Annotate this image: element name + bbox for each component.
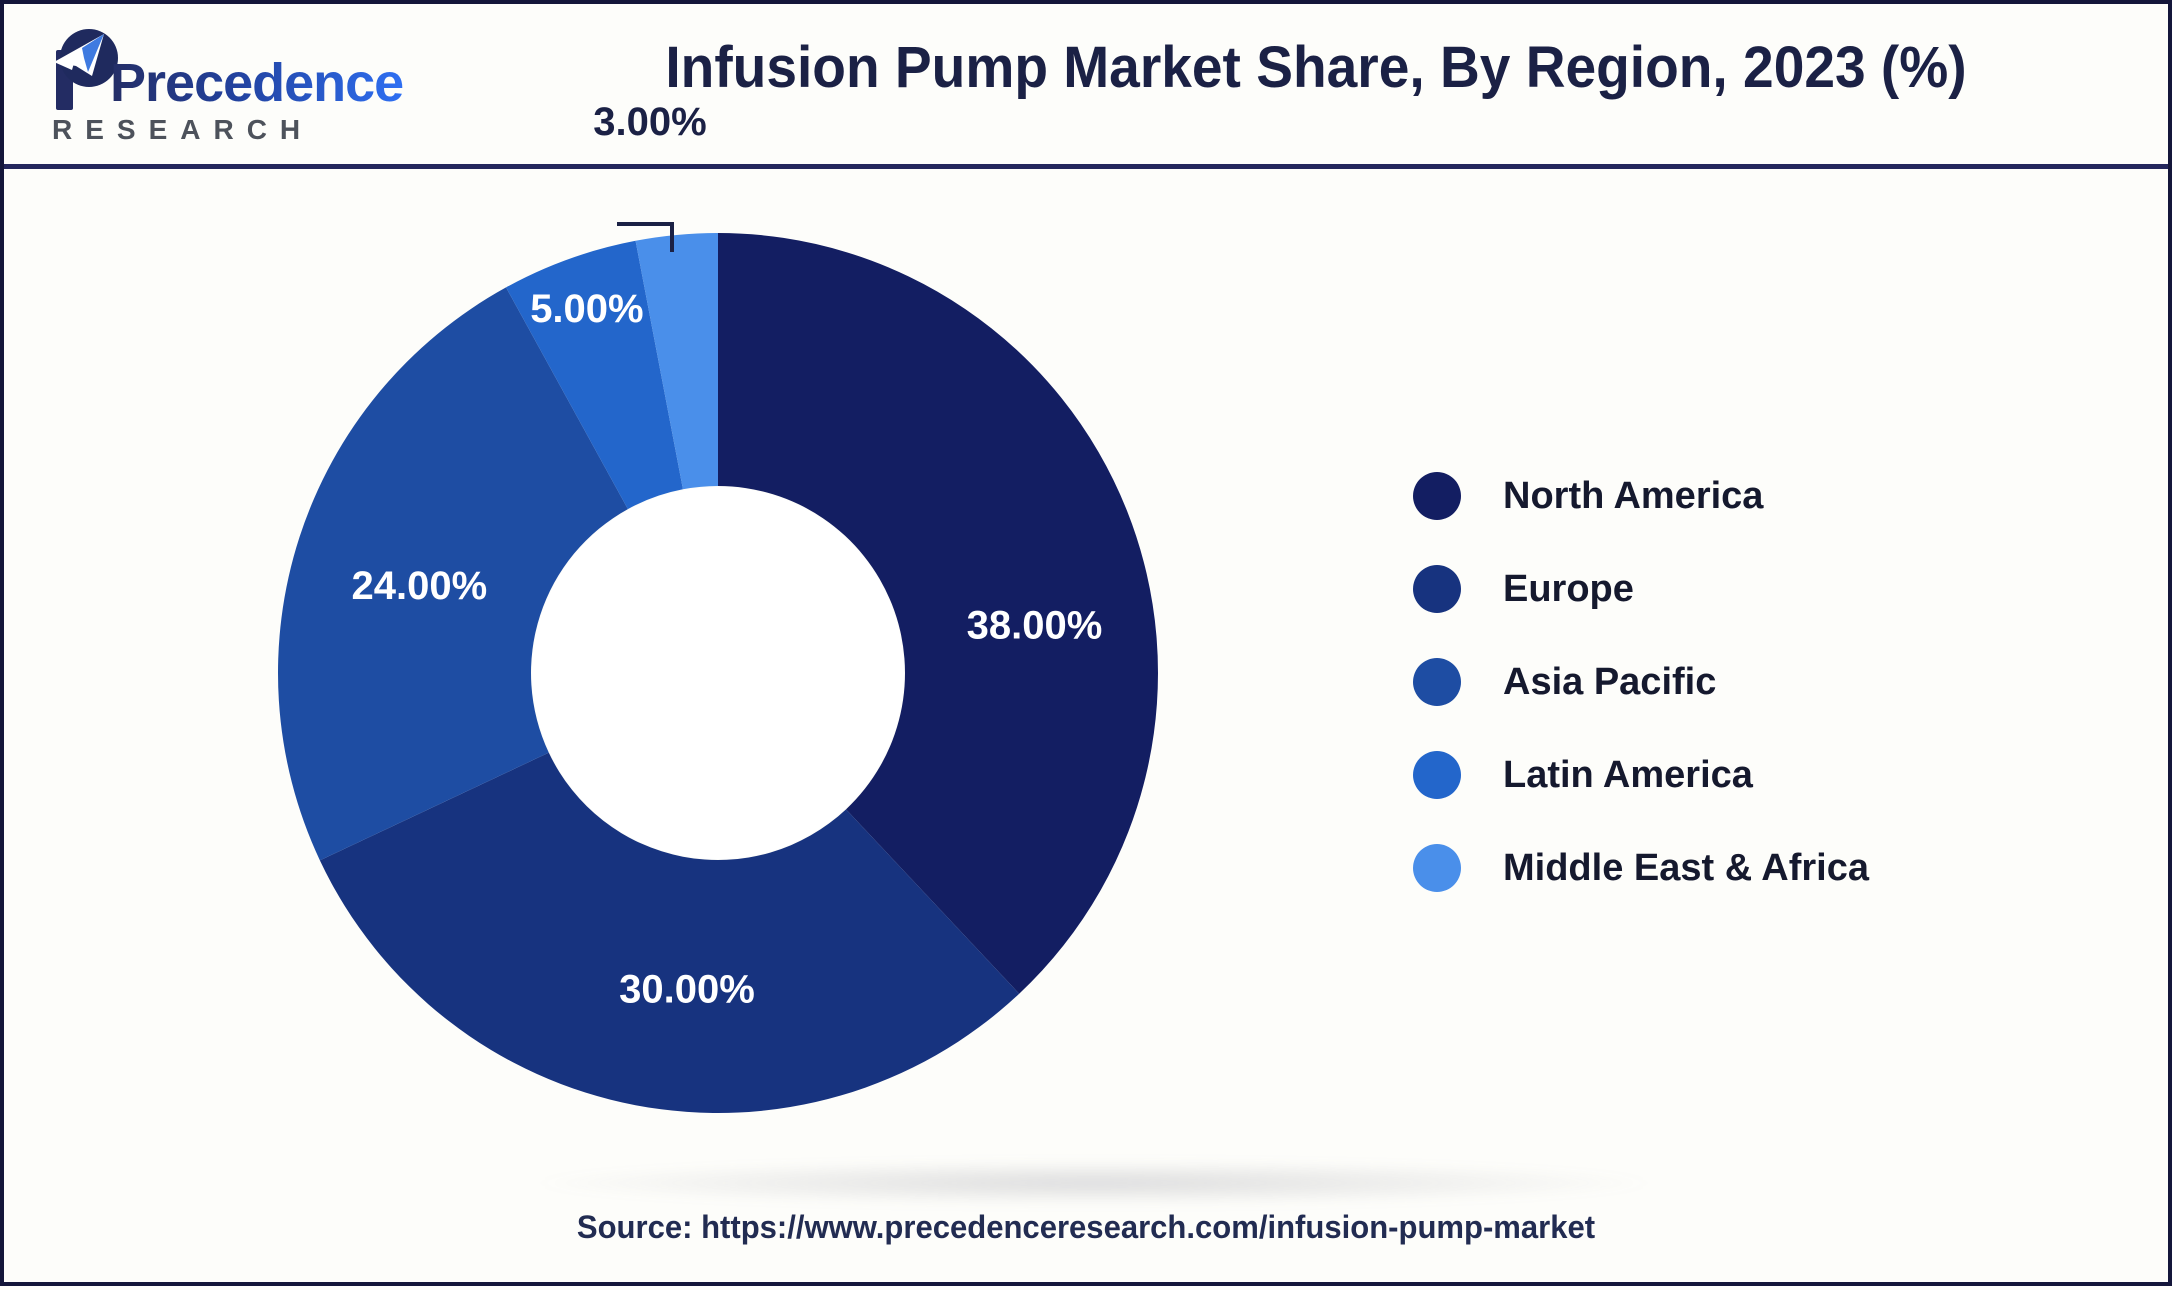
legend-label: Middle East & Africa bbox=[1503, 846, 1870, 889]
slice-label-latin-america: 5.00% bbox=[530, 287, 643, 331]
pie-slice-europe[interactable] bbox=[319, 752, 1020, 1113]
legend-item-latin-america[interactable]: Latin America bbox=[1413, 751, 1869, 799]
pie-slice-north-america[interactable] bbox=[718, 233, 1158, 994]
chart-title: Infusion Pump Market Share, By Region, 2… bbox=[665, 35, 1967, 100]
chart-shadow bbox=[524, 1160, 1664, 1206]
brand-subtitle: RESEARCH bbox=[52, 114, 314, 145]
slice-label-asia-pacific: 24.00% bbox=[352, 564, 488, 608]
legend-item-middle-east-africa[interactable]: Middle East & Africa bbox=[1413, 844, 1869, 892]
brand-logo: Precedence RESEARCH bbox=[46, 26, 404, 145]
legend-dot-north-america bbox=[1413, 472, 1461, 520]
pie-slice-asia-pacific[interactable] bbox=[278, 287, 628, 861]
legend-label: Europe bbox=[1503, 567, 1634, 610]
slice-label-middle-east-africa: 3.00% bbox=[593, 100, 706, 144]
legend-label: Asia Pacific bbox=[1503, 660, 1717, 703]
legend-dot-europe bbox=[1413, 565, 1461, 613]
slice-label-europe: 30.00% bbox=[619, 967, 755, 1011]
legend-dot-latin-america bbox=[1413, 751, 1461, 799]
donut-chart: 38.00% 30.00% 24.00% 5.00% 3.00% bbox=[278, 100, 1158, 1113]
legend-label: Latin America bbox=[1503, 753, 1753, 796]
legend-item-north-america[interactable]: North America bbox=[1413, 472, 1869, 520]
legend-dot-asia-pacific bbox=[1413, 658, 1461, 706]
legend-item-europe[interactable]: Europe bbox=[1413, 565, 1869, 613]
source-text: Source: https://www.precedenceresearch.c… bbox=[576, 1209, 1596, 1245]
legend-item-asia-pacific[interactable]: Asia Pacific bbox=[1413, 658, 1869, 706]
precedence-logo-icon bbox=[54, 29, 118, 110]
brand-name: Precedence bbox=[110, 53, 404, 113]
pie-slice-middle-east-africa[interactable] bbox=[635, 233, 718, 490]
slice-label-north-america: 38.00% bbox=[967, 604, 1103, 648]
legend-label: North America bbox=[1503, 474, 1764, 517]
legend: North America Europe Asia Pacific Latin Ame… bbox=[1413, 472, 1869, 892]
pie-slice-latin-america[interactable] bbox=[506, 240, 683, 510]
donut-hole bbox=[532, 487, 904, 859]
legend-dot-middle-east-africa bbox=[1413, 844, 1461, 892]
header: Precedence RESEARCH Infusion Pump Market… bbox=[4, 4, 2168, 169]
leader-line-middle-east-africa bbox=[617, 222, 674, 252]
